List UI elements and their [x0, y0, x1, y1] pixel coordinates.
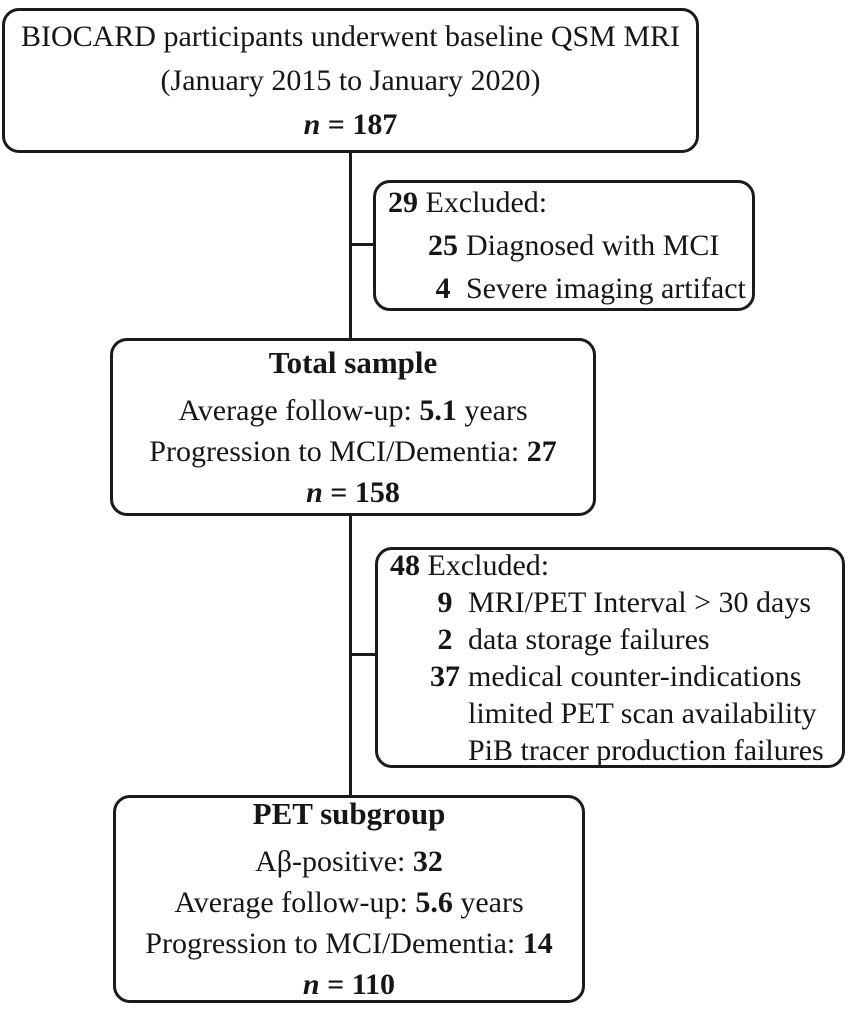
- text-segment: n: [302, 968, 320, 1001]
- exclusion-reason: Diagnosed with MCI: [466, 229, 720, 262]
- flow-text-line: 9 MRI/PET Interval > 30 days: [378, 584, 842, 621]
- flow-text-line: Progression to MCI/Dementia: 14: [145, 923, 552, 964]
- flow-text-line: limited PET scan availability: [378, 695, 842, 732]
- flow-text-line: 37 medical counter-indications: [378, 658, 842, 695]
- text-segment: n: [306, 475, 323, 509]
- flow-text-line: PiB tracer production failures: [378, 732, 842, 769]
- text-segment: 14: [522, 927, 553, 960]
- text-segment: Progression to MCI/Dementia:: [145, 927, 523, 960]
- flow-text-line: Aβ-positive: 32: [255, 841, 443, 882]
- text-segment: Aβ-positive:: [255, 845, 413, 878]
- exclusion-reason: medical counter-indications: [468, 659, 802, 693]
- exclusion-reason: data storage failures: [468, 622, 710, 656]
- text-segment: = 110: [319, 968, 396, 1001]
- text-segment: years: [452, 886, 524, 919]
- text-segment: = 158: [322, 475, 400, 509]
- exclusion-count: 2: [437, 622, 453, 656]
- flow-text-line: n = 158: [306, 472, 400, 513]
- text-segment: years: [456, 393, 528, 427]
- text-segment: 5.1: [419, 393, 457, 427]
- flow-text-line: Average follow-up: 5.6 years: [174, 882, 523, 923]
- exclusion-reason: MRI/PET Interval > 30 days: [468, 585, 811, 619]
- text-segment: Excluded:: [420, 548, 550, 582]
- text-segment: Progression to MCI/Dementia:: [149, 434, 527, 468]
- text-segment: 32: [412, 845, 443, 878]
- excluded-pet-box: 48 Excluded: 9 MRI/PET Interval > 30 days 2…: [375, 547, 845, 768]
- text-segment: BIOCARD participants underwent baseline …: [20, 19, 681, 53]
- total-sample-box: Total sample Average follow-up: 5.1 years…: [110, 338, 596, 516]
- connector-spine-top: [349, 152, 352, 340]
- connector-branch-excluded-1: [350, 243, 375, 246]
- exclusion-count: 4: [435, 272, 451, 305]
- baseline-sample-box: BIOCARD participants underwent baseline …: [2, 8, 699, 153]
- flow-text-line: 48 Excluded:: [378, 547, 842, 584]
- flow-text-line: BIOCARD participants underwent baseline …: [21, 15, 680, 59]
- text-segment: PiB tracer production failures: [468, 733, 824, 767]
- flow-text-line: (January 2015 to January 2020): [161, 59, 541, 103]
- flow-text-line: Average follow-up: 5.1 years: [178, 390, 527, 431]
- flow-text-line: n = 187: [304, 103, 398, 147]
- exclusion-count: 9: [437, 585, 453, 619]
- flow-text-line: n = 110: [303, 964, 395, 1005]
- text-segment: PET subgroup: [252, 796, 446, 831]
- exclusion-count: 25: [428, 229, 458, 262]
- flow-text-line: PET subgroup: [253, 793, 446, 834]
- text-segment: 5.6: [415, 886, 453, 919]
- text-segment: n: [303, 107, 321, 141]
- flow-text-line: Total sample: [269, 342, 438, 383]
- text-segment: Excluded:: [418, 186, 548, 219]
- text-segment: limited PET scan availability: [468, 696, 817, 730]
- flow-text-line: 4 Severe imaging artifact: [376, 267, 752, 310]
- connector-spine-bottom: [349, 515, 352, 797]
- text-segment: (January 2015 to January 2020): [160, 63, 541, 97]
- text-segment: Average follow-up:: [178, 393, 420, 427]
- flow-text-line: 2 data storage failures: [378, 621, 842, 658]
- flow-text-line: 25 Diagnosed with MCI: [376, 224, 752, 267]
- exclusion-reason: Severe imaging artifact: [466, 272, 746, 305]
- text-segment: = 187: [320, 107, 398, 141]
- text-segment: 48: [390, 548, 420, 582]
- connector-branch-excluded-2: [350, 653, 377, 656]
- text-segment: 29: [388, 186, 418, 219]
- exclusion-count: 37: [430, 659, 460, 693]
- pet-subgroup-box: PET subgroup Aβ-positive: 32 Average follo…: [113, 795, 585, 1003]
- flow-text-line: Progression to MCI/Dementia: 27: [149, 431, 556, 472]
- text-segment: 27: [526, 434, 557, 468]
- text-segment: Total sample: [268, 344, 438, 380]
- text-segment: Average follow-up:: [174, 886, 416, 919]
- flow-text-line: 29 Excluded:: [376, 181, 752, 224]
- excluded-mci-box: 29 Excluded: 25 Diagnosed with MCI 4 Severe …: [373, 180, 755, 311]
